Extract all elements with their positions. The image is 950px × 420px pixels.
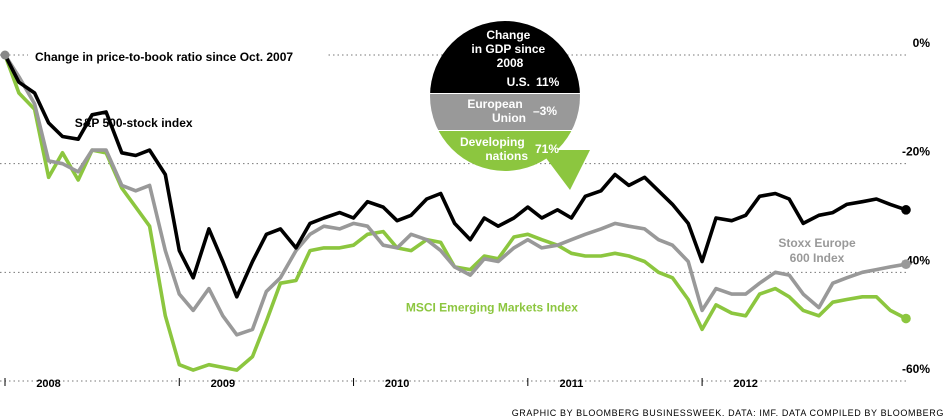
series-line-0 xyxy=(3,53,908,299)
year-label: 2012 xyxy=(733,378,757,390)
bubble-pointer xyxy=(540,150,590,190)
year-label: 2010 xyxy=(385,378,409,390)
series-end-marker-0 xyxy=(901,205,911,215)
sp500-label: S&P 500-stock index xyxy=(75,116,193,130)
year-label: 2008 xyxy=(36,378,60,390)
source-credit: GRAPHIC BY BLOOMBERG BUSINESSWEEK. DATA:… xyxy=(512,408,944,418)
chart-title: Change in price-to-book ratio since Oct.… xyxy=(35,50,293,64)
series-start-marker xyxy=(0,50,10,60)
bubble-title: Change in GDP since 2008 xyxy=(471,28,548,70)
series-end-marker-1 xyxy=(901,259,911,269)
y-tick-label: -20% xyxy=(902,145,930,159)
series-labels: S&P 500-stock index MSCI Emerging Markets… xyxy=(75,116,856,315)
bubble-eu-name: European Union xyxy=(467,97,526,125)
x-axis: 2008 2009 2010 2011 2012 xyxy=(4,378,758,390)
bubble-eu-value: –3% xyxy=(533,104,557,118)
y-tick-label: -60% xyxy=(902,362,930,376)
bubble-us-value: 11% xyxy=(536,75,560,89)
series-line-1 xyxy=(3,53,908,337)
bubble-developing-name: Developing nations xyxy=(460,135,528,163)
bubble-us-name: U.S. xyxy=(507,75,530,89)
gdp-bubble: Change in GDP since 2008 U.S. 11% Europe… xyxy=(430,21,590,190)
stoxx-label: Stoxx Europe 600 Index xyxy=(778,236,856,265)
series-end-marker-2 xyxy=(901,313,911,324)
y-tick-label: 0% xyxy=(913,36,931,50)
msci-label: MSCI Emerging Markets Index xyxy=(406,301,578,315)
bubble-developing-value: 71% xyxy=(535,142,559,156)
year-label: 2011 xyxy=(559,378,583,390)
title-backdrop xyxy=(28,47,328,65)
year-label: 2009 xyxy=(211,378,235,390)
bubble-eu-band xyxy=(430,94,580,130)
series-lines xyxy=(0,50,911,372)
